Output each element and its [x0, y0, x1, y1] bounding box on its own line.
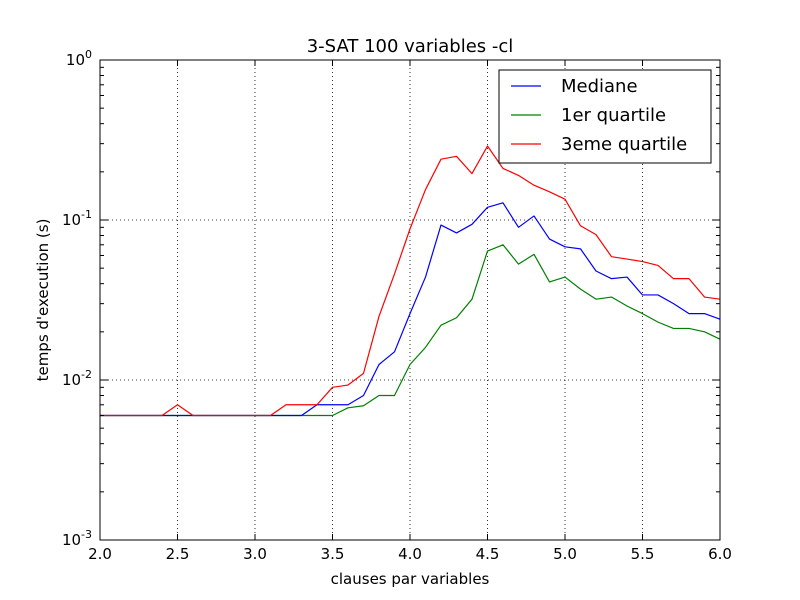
- x-tick-label: 5.5: [631, 545, 655, 563]
- y-tick-base: 10: [66, 51, 85, 69]
- legend: Mediane 1er quartile 3eme quartile: [498, 69, 712, 164]
- grid: [100, 60, 720, 540]
- y-tick-label: 100: [66, 48, 92, 69]
- chart-title: 3-SAT 100 variables -cl: [307, 36, 514, 57]
- legend-label: 3eme quartile: [561, 134, 687, 155]
- series-line-2: [100, 145, 721, 417]
- y-tick-label: 10-2: [62, 368, 92, 389]
- x-tick-label: 2.0: [88, 545, 112, 563]
- series-lines: [100, 145, 721, 417]
- y-tick-base: 10: [62, 371, 81, 389]
- x-axis-label: clauses par variables: [331, 570, 490, 588]
- y-tick-exponent: -3: [81, 528, 92, 541]
- y-tick-base: 10: [62, 531, 81, 549]
- y-tick-label: 10-3: [62, 528, 92, 549]
- y-tick-base: 10: [62, 211, 81, 229]
- x-tick-label: 6.0: [708, 545, 732, 563]
- x-tick-label: 2.5: [166, 545, 190, 563]
- x-tick-label: 3.5: [321, 545, 345, 563]
- y-tick-exponent: 0: [85, 48, 92, 61]
- y-tick-label: 10-1: [62, 208, 92, 229]
- x-tick-label: 4.0: [398, 545, 422, 563]
- x-tick-label: 3.0: [243, 545, 267, 563]
- axis-ticks: 2.0 2.5 3.0 3.5 4.0 4.5 5.0 5.5 6.010010-110-210…: [62, 48, 732, 563]
- x-tick-label: 4.5: [476, 545, 500, 563]
- y-tick-exponent: -1: [81, 208, 92, 221]
- legend-label: Mediane: [561, 76, 638, 97]
- legend-label: 1er quartile: [561, 105, 666, 126]
- x-tick-label: 5.0: [553, 545, 577, 563]
- y-axis-label: temps d'execution (s): [34, 219, 52, 382]
- y-tick-exponent: -2: [81, 368, 92, 381]
